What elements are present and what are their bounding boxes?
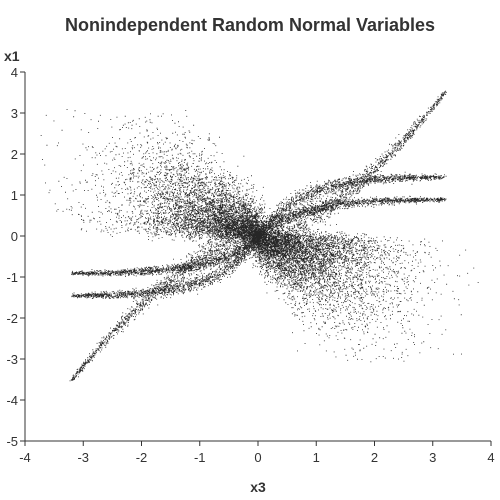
y-tick-label: -4 bbox=[6, 393, 18, 408]
scatter-point-cloud bbox=[40, 90, 479, 382]
x-tick-label: 0 bbox=[254, 450, 261, 465]
y-tick-label: -5 bbox=[6, 434, 18, 449]
y-tick-label: 3 bbox=[11, 106, 18, 121]
x-tick-label: 2 bbox=[371, 450, 378, 465]
x-tick-label: -2 bbox=[136, 450, 148, 465]
y-axis-title: x1 bbox=[4, 48, 20, 64]
x-tick-label: -4 bbox=[19, 450, 31, 465]
y-tick-label: 0 bbox=[11, 229, 18, 244]
x-axis-ticks: -4 -3 -2 -1 0 1 2 3 4 bbox=[19, 441, 495, 465]
x-tick-label: 1 bbox=[313, 450, 320, 465]
x-axis-title: x3 bbox=[250, 479, 266, 495]
y-axis-ticks: 4 3 2 1 0 -1 -2 -3 -4 -5 bbox=[6, 65, 25, 449]
x-tick-label: -1 bbox=[194, 450, 206, 465]
y-tick-label: 2 bbox=[11, 147, 18, 162]
scatter-points bbox=[40, 90, 479, 382]
y-tick-label: 1 bbox=[11, 188, 18, 203]
y-tick-label: -3 bbox=[6, 352, 18, 367]
x-tick-label: 4 bbox=[487, 450, 494, 465]
x-tick-label: -3 bbox=[77, 450, 89, 465]
y-tick-label: -2 bbox=[6, 311, 18, 326]
chart-title: Nonindependent Random Normal Variables bbox=[65, 15, 435, 35]
y-tick-label: -1 bbox=[6, 270, 18, 285]
y-tick-label: 4 bbox=[11, 65, 18, 80]
x-tick-label: 3 bbox=[429, 450, 436, 465]
